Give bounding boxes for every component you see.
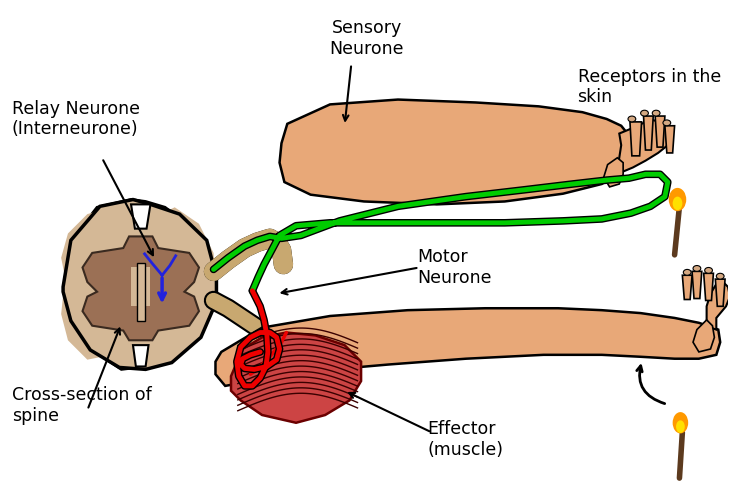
Text: Effector
(muscle): Effector (muscle) xyxy=(427,420,503,459)
Polygon shape xyxy=(82,236,199,341)
Polygon shape xyxy=(704,274,713,300)
Polygon shape xyxy=(692,272,702,298)
Polygon shape xyxy=(231,332,361,423)
Polygon shape xyxy=(616,120,672,174)
Ellipse shape xyxy=(673,412,688,434)
Polygon shape xyxy=(280,100,631,204)
Ellipse shape xyxy=(673,196,682,210)
Ellipse shape xyxy=(669,188,686,211)
Polygon shape xyxy=(126,208,217,357)
Text: Sensory
Neurone: Sensory Neurone xyxy=(330,19,404,58)
Ellipse shape xyxy=(716,274,724,279)
Polygon shape xyxy=(136,262,145,321)
Ellipse shape xyxy=(652,110,660,116)
Ellipse shape xyxy=(683,270,691,275)
Ellipse shape xyxy=(676,420,685,433)
Polygon shape xyxy=(716,279,725,306)
Ellipse shape xyxy=(663,120,670,126)
Polygon shape xyxy=(65,200,214,370)
Ellipse shape xyxy=(693,266,700,272)
Text: Motor
Neurone: Motor Neurone xyxy=(417,248,492,287)
Polygon shape xyxy=(630,122,641,156)
Polygon shape xyxy=(133,345,148,366)
Ellipse shape xyxy=(628,116,636,122)
Polygon shape xyxy=(706,282,730,330)
Polygon shape xyxy=(131,268,151,306)
Text: Relay Neurone
(Interneurone): Relay Neurone (Interneurone) xyxy=(12,100,140,138)
Polygon shape xyxy=(682,275,692,299)
Ellipse shape xyxy=(640,110,649,116)
Polygon shape xyxy=(215,308,720,386)
Polygon shape xyxy=(693,320,715,352)
Polygon shape xyxy=(131,204,151,229)
Polygon shape xyxy=(604,158,623,187)
Polygon shape xyxy=(665,126,674,153)
Text: Cross-section of
spine: Cross-section of spine xyxy=(12,386,152,424)
Polygon shape xyxy=(62,208,155,360)
Polygon shape xyxy=(63,200,217,370)
Polygon shape xyxy=(644,116,653,150)
Ellipse shape xyxy=(705,268,712,274)
Text: Receptors in the
skin: Receptors in the skin xyxy=(578,68,721,106)
Polygon shape xyxy=(656,116,665,147)
